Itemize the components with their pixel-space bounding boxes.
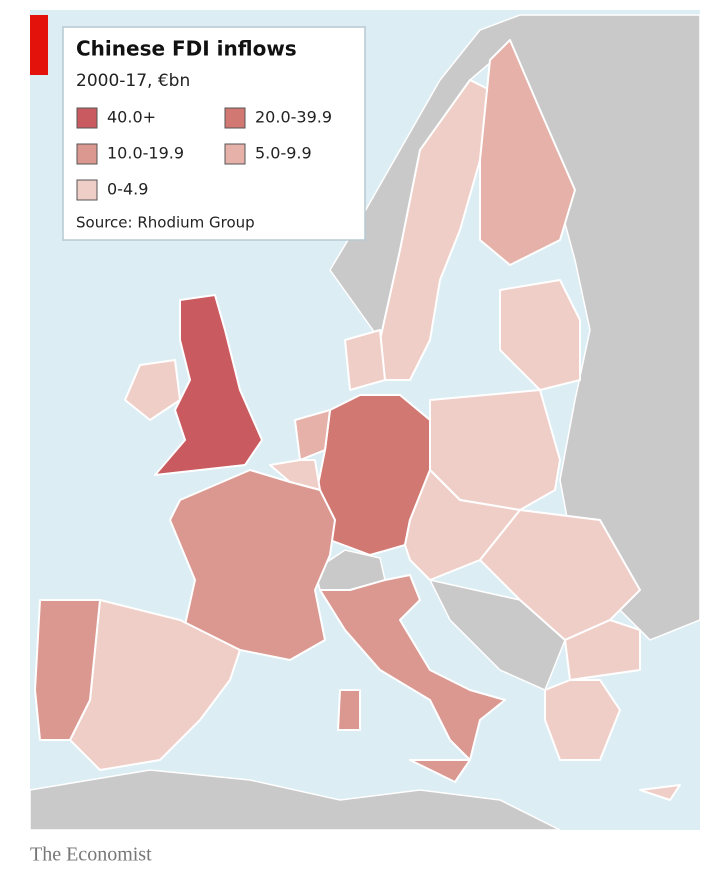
cyprus xyxy=(639,784,681,801)
baltics xyxy=(499,279,581,391)
sicily xyxy=(409,759,471,783)
greece xyxy=(544,679,621,761)
footer: The Economist xyxy=(30,844,152,866)
italy xyxy=(319,574,506,761)
legend-label: 10.0-19.9 xyxy=(107,144,184,163)
uk xyxy=(154,294,263,476)
ireland xyxy=(124,359,181,421)
subtitle: 2000-17, €bn xyxy=(76,71,190,91)
legend-box xyxy=(62,26,366,241)
map xyxy=(29,14,701,831)
legend-label: 40.0+ xyxy=(107,108,156,127)
netherlands xyxy=(294,409,331,461)
sweden xyxy=(379,79,491,381)
bulgaria xyxy=(564,619,641,681)
legend-label: 0-4.9 xyxy=(107,180,148,199)
legend-swatch xyxy=(76,143,98,165)
accent-bar xyxy=(30,15,48,75)
legend-swatch xyxy=(224,107,246,129)
finland xyxy=(479,39,576,266)
belgium xyxy=(269,459,321,491)
source: Source: Rhodium Group xyxy=(76,214,255,232)
france xyxy=(169,469,336,661)
legend-swatch xyxy=(224,143,246,165)
legend: 40.0+ 20.0-39.9 10.0-19.9 5.0-9.9 0-4.9 xyxy=(76,107,332,201)
denmark xyxy=(344,329,386,391)
north-africa xyxy=(29,769,561,831)
sardinia xyxy=(337,689,361,731)
legend-label: 20.0-39.9 xyxy=(255,108,332,127)
legend-swatch xyxy=(76,179,98,201)
portugal xyxy=(34,599,101,741)
legend-swatch xyxy=(76,107,98,129)
legend-label: 5.0-9.9 xyxy=(255,144,312,163)
hungary-romania xyxy=(479,509,641,641)
title: Chinese FDI inflows xyxy=(76,37,297,61)
